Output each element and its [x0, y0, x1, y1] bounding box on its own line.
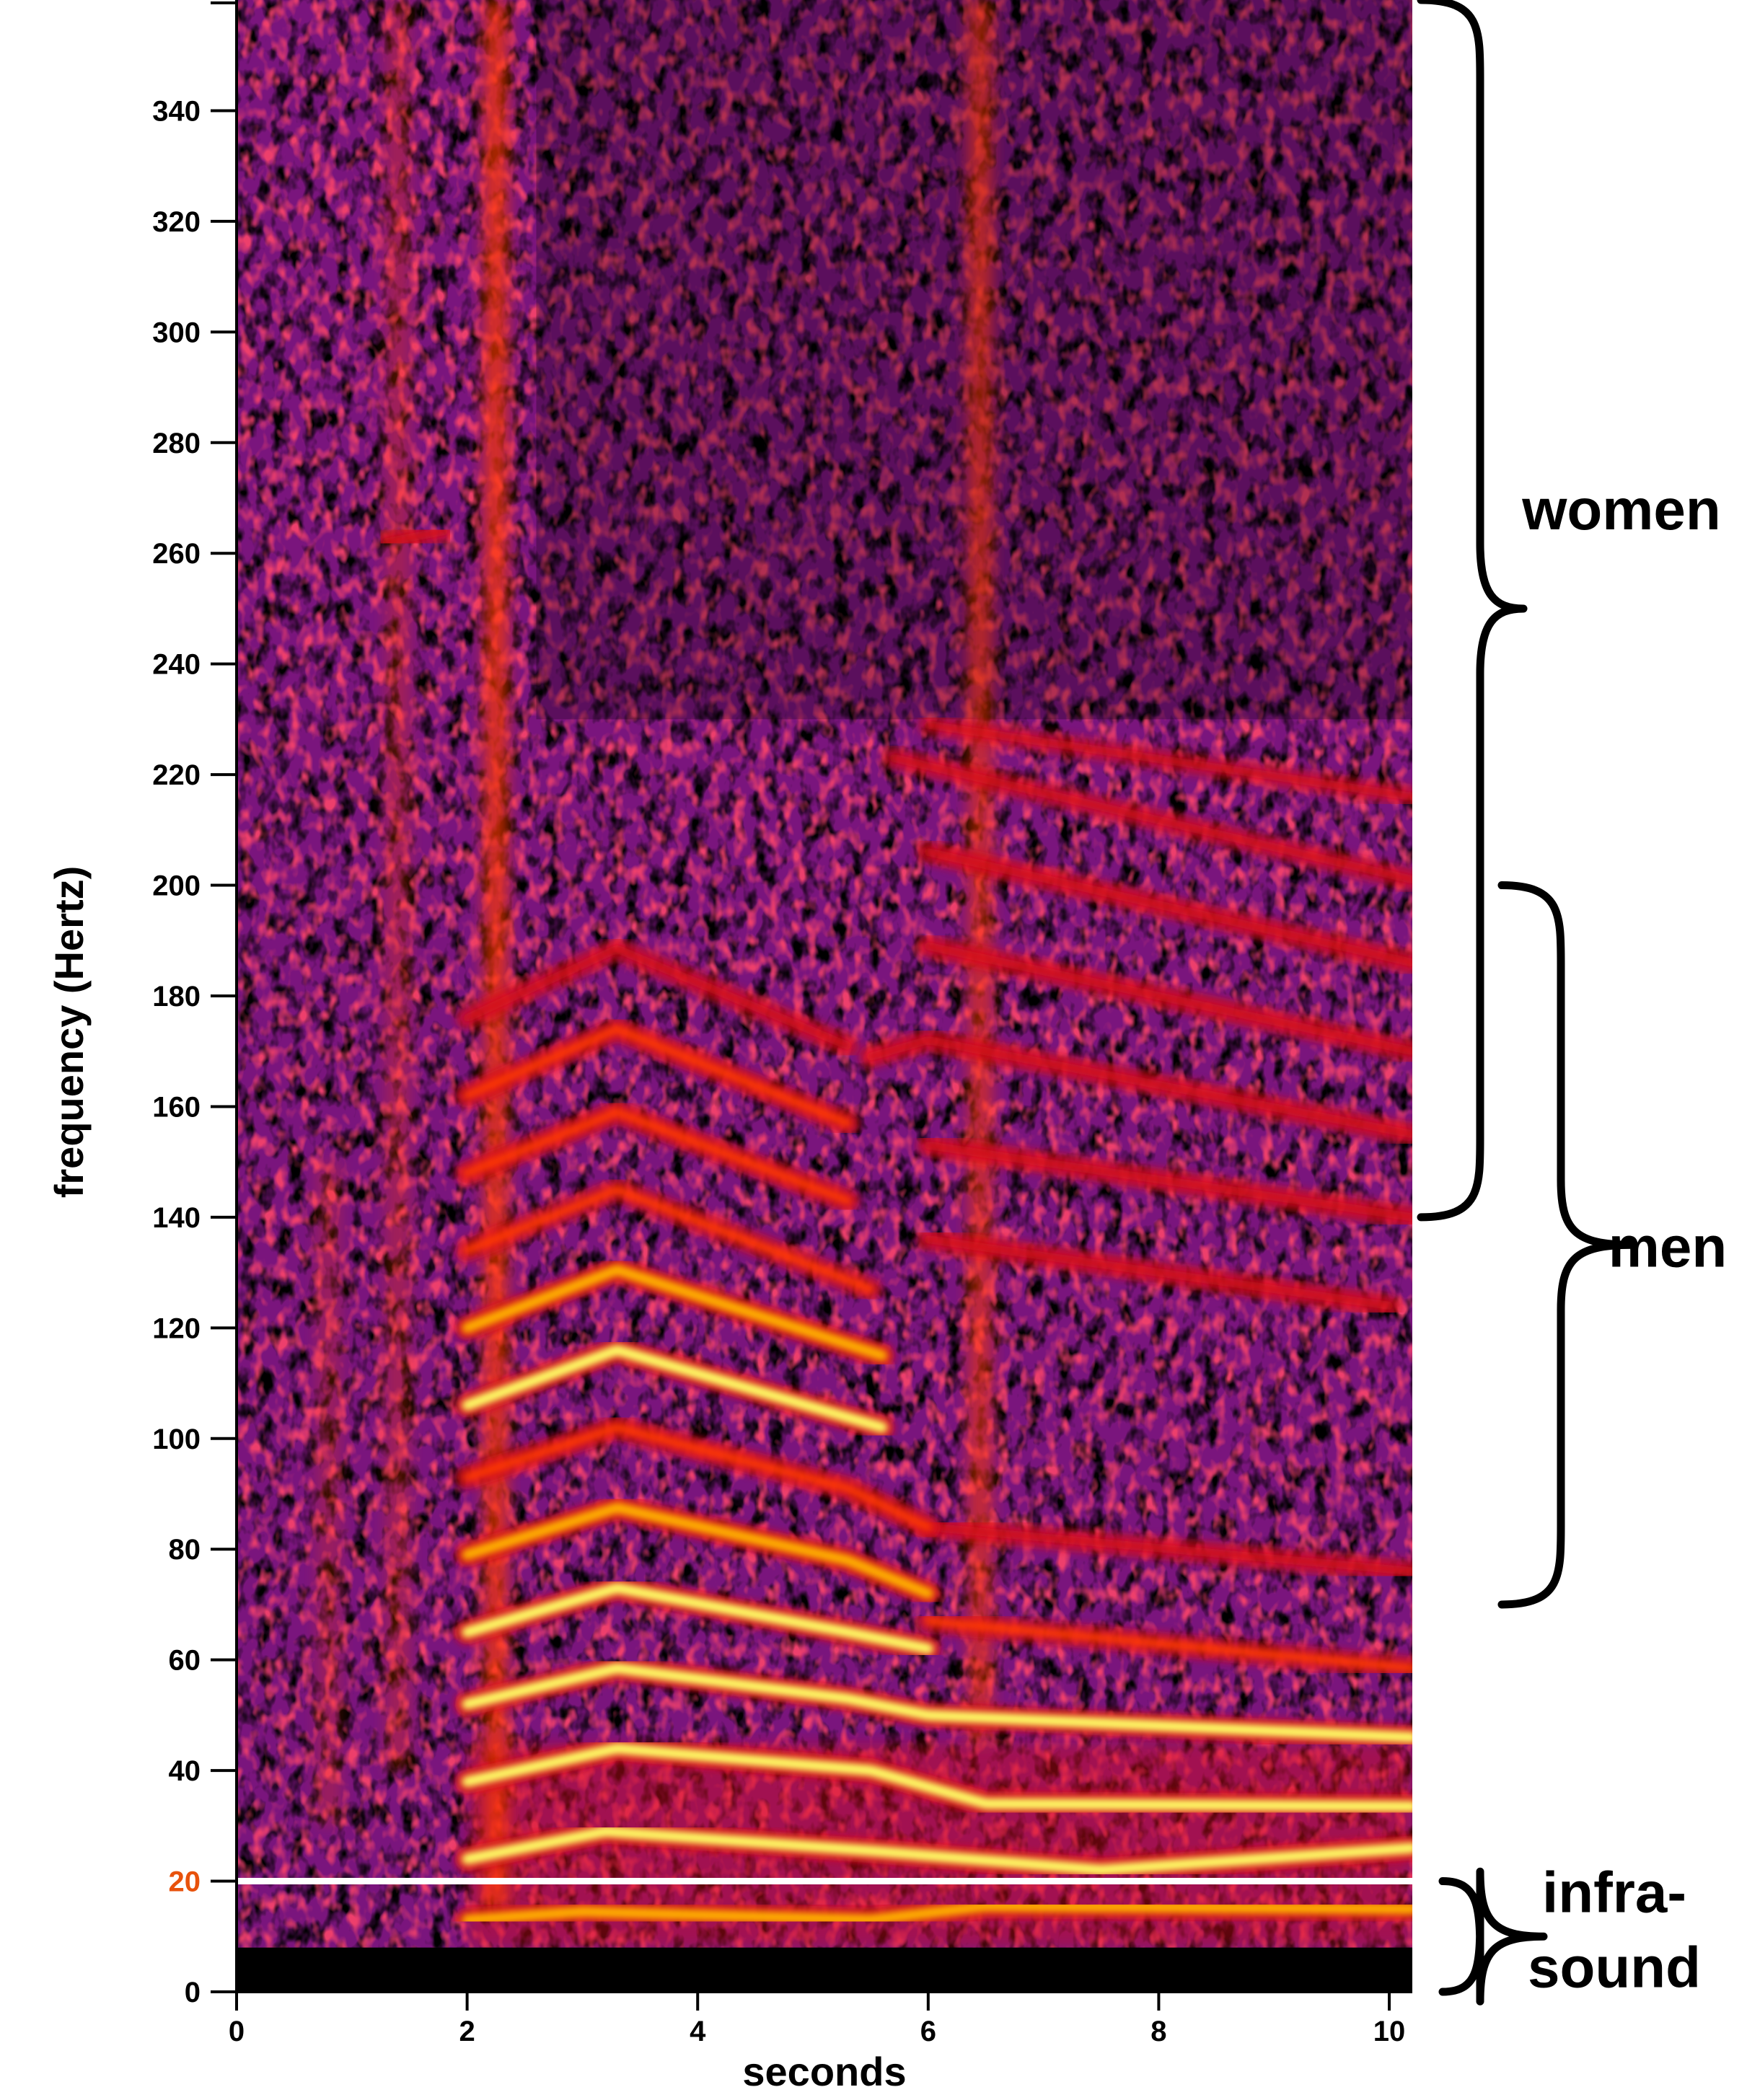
harmonic-track: [463, 1423, 933, 1531]
y-tick-label: 60: [169, 1645, 201, 1677]
x-tick-label: 0: [229, 2016, 245, 2047]
harmonic-track: [924, 848, 1412, 967]
harmonic-track: [382, 527, 449, 547]
vertical-bands: [316, 0, 993, 1909]
y-tick-label: 180: [152, 981, 201, 1012]
harmonic-track: [461, 1900, 1412, 1926]
vertical-band: [385, 0, 410, 1771]
harmonic-track: [461, 1742, 1412, 1812]
y-tick-label: 300: [152, 317, 201, 348]
y-axis-title: frequency (Hertz): [46, 866, 92, 1199]
y-tick-label: 200: [152, 870, 201, 902]
harmonic-track: [463, 945, 852, 1050]
y-tick-label: 80: [169, 1534, 201, 1566]
y-tick-label: 100: [152, 1424, 201, 1455]
harmonic-track: [463, 1108, 852, 1205]
y-axis-ticks: 0 20 40 60 80 100 120 140 160 180 200 220 240 260 280 3…: [152, 95, 237, 2008]
x-axis-title: seconds: [742, 2049, 906, 2094]
y-tick-label: 280: [152, 428, 201, 459]
y-tick-label: 20: [169, 1866, 201, 1898]
harmonic-track: [924, 1141, 1412, 1222]
y-tick-label: 320: [152, 206, 201, 238]
range-brace: [1497, 881, 1636, 1609]
y-tick-label: 0: [185, 1977, 201, 2008]
harmonic-track: [924, 720, 1412, 801]
harmonic-track: [463, 1186, 875, 1294]
range-brace: [1417, 0, 1528, 1222]
y-tick-label: 120: [152, 1312, 201, 1344]
range-label: women: [1521, 477, 1721, 542]
range-label: men: [1609, 1214, 1728, 1279]
range-label: infra-sound: [1528, 1860, 1701, 1999]
y-tick-label: 160: [152, 1091, 201, 1123]
x-axis-ticks: 0 2 4 6 8 10: [229, 1992, 1405, 2047]
harmonic-track: [461, 1581, 934, 1655]
harmonic-track: [461, 1825, 1412, 1876]
range-annotations: women men infra-sound: [1417, 0, 1728, 2006]
y-tick-label: 240: [152, 649, 201, 681]
vertical-band: [483, 0, 509, 1909]
x-tick-label: 6: [920, 2016, 936, 2047]
harmonic-track: [461, 1263, 888, 1362]
harmonic-track: [889, 754, 1412, 884]
y-tick-label: 40: [169, 1755, 201, 1787]
x-tick-label: 2: [459, 2016, 475, 2047]
spectrogram-plot-area: [237, 0, 1412, 1992]
y-tick-label: 340: [152, 95, 201, 127]
vertical-band: [316, 1162, 341, 1826]
x-tick-label: 10: [1373, 2016, 1406, 2047]
harmonic-track: [866, 1036, 1412, 1139]
harmonic-track: [461, 1662, 1412, 1744]
harmonic-track: [924, 1617, 1412, 1672]
y-tick-label: 260: [152, 538, 201, 570]
x-tick-label: 8: [1150, 2016, 1166, 2047]
x-tick-label: 4: [690, 2016, 706, 2047]
harmonic-track: [461, 1344, 888, 1434]
y-tick-label: 140: [152, 1202, 201, 1234]
range-brace: [1438, 1867, 1548, 2006]
y-tick-label: 220: [152, 759, 201, 791]
low-frequency-floor: [237, 1947, 1412, 1992]
harmonic-track: [924, 1523, 1412, 1576]
harmonic-track: [924, 1235, 1394, 1310]
harmonic-track: [924, 942, 1412, 1056]
harmonic-tracks: [374, 519, 1412, 1933]
harmonic-track: [461, 1501, 934, 1600]
harmonic-track: [463, 1025, 852, 1127]
